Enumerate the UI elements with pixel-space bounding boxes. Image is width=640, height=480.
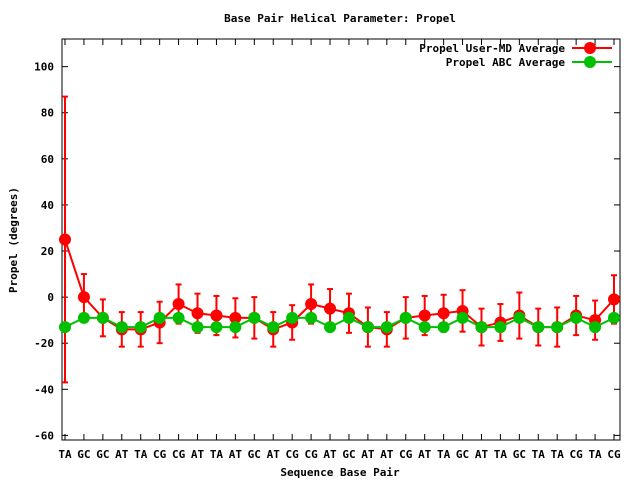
- x-tick-label: GC: [342, 448, 355, 461]
- data-point-user-md: [305, 298, 318, 311]
- data-point-abc: [494, 321, 507, 334]
- y-tick-label: -60: [34, 429, 54, 442]
- y-tick-label: 20: [41, 245, 54, 258]
- x-tick-label: GC: [513, 448, 526, 461]
- data-point-user-md: [210, 309, 223, 322]
- x-axis-label: Sequence Base Pair: [280, 466, 400, 479]
- x-tick-label: CG: [153, 448, 167, 461]
- x-tick-label: GC: [456, 448, 469, 461]
- data-point-abc: [380, 321, 393, 334]
- x-tick-label: AT: [323, 448, 337, 461]
- data-point-abc: [267, 321, 280, 334]
- x-tick-label: GC: [248, 448, 261, 461]
- x-tick-label: AT: [361, 448, 375, 461]
- x-tick-label: CG: [399, 448, 413, 461]
- y-tick-label: -20: [34, 337, 54, 350]
- data-point-abc: [77, 311, 90, 324]
- data-point-abc: [532, 321, 545, 334]
- x-tick-label: TA: [551, 448, 565, 461]
- x-tick-label: TA: [494, 448, 508, 461]
- data-point-abc: [96, 311, 109, 324]
- data-point-abc: [248, 311, 261, 324]
- data-point-user-md: [608, 293, 620, 306]
- y-tick-label: 80: [41, 107, 54, 120]
- y-axis: -60 -40 -20 0 20 40 60 80 100: [34, 61, 620, 442]
- data-point-abc: [286, 311, 299, 324]
- x-tick-label: CG: [286, 448, 300, 461]
- y-tick-label: 0: [47, 291, 54, 304]
- x-tick-label: AT: [418, 448, 432, 461]
- data-point-abc: [570, 311, 583, 324]
- data-point-user-md: [437, 307, 450, 320]
- data-point-user-md: [77, 291, 90, 304]
- y-tick-label: 100: [34, 61, 54, 74]
- legend-marker-user-md: [584, 42, 596, 54]
- data-point-abc: [324, 321, 337, 334]
- data-point-abc: [513, 311, 526, 324]
- x-tick-label: AT: [380, 448, 394, 461]
- x-tick-label: CG: [607, 448, 621, 461]
- series-user-md: [59, 95, 620, 384]
- series-layer: [59, 95, 620, 384]
- y-axis-label: Propel (degrees): [7, 187, 20, 293]
- series-line-user-md: [64, 239, 615, 331]
- x-tick-label: AT: [191, 448, 205, 461]
- data-point-user-md: [59, 233, 71, 246]
- data-point-abc: [608, 311, 620, 324]
- data-point-abc: [115, 321, 128, 334]
- y-tick-label: -40: [34, 383, 54, 396]
- series-abc: [59, 311, 620, 334]
- x-tick-label: CG: [570, 448, 584, 461]
- legend-label-user-md: Propel User-MD Average: [419, 42, 565, 55]
- x-tick-label: GC: [77, 448, 90, 461]
- x-tick-label: TA: [532, 448, 546, 461]
- data-point-abc: [342, 311, 355, 324]
- data-point-abc: [475, 321, 488, 334]
- data-point-abc: [361, 321, 374, 334]
- data-point-abc: [134, 321, 147, 334]
- x-tick-label: TA: [588, 448, 602, 461]
- chart-title: Base Pair Helical Parameter: Propel: [224, 12, 456, 25]
- x-tick-label: AT: [475, 448, 489, 461]
- data-point-abc: [399, 311, 412, 324]
- data-point-abc: [191, 321, 204, 334]
- x-tick-label: AT: [229, 448, 243, 461]
- data-point-abc: [172, 311, 185, 324]
- data-point-abc: [305, 311, 318, 324]
- data-point-abc: [456, 311, 469, 324]
- legend-label-abc: Propel ABC Average: [446, 56, 566, 69]
- x-tick-label: CG: [172, 448, 186, 461]
- data-point-abc: [589, 321, 602, 334]
- data-point-user-md: [324, 302, 337, 315]
- x-tick-label: CG: [304, 448, 318, 461]
- y-tick-label: 60: [41, 153, 54, 166]
- data-point-abc: [551, 321, 564, 334]
- x-tick-label: AT: [267, 448, 281, 461]
- data-point-abc: [153, 311, 166, 324]
- x-tick-label: TA: [210, 448, 224, 461]
- legend-marker-abc: [584, 56, 596, 68]
- data-point-abc: [418, 321, 431, 334]
- data-point-abc: [229, 321, 242, 334]
- x-tick-label: TA: [134, 448, 148, 461]
- x-axis: TA GC GC AT TA CG CG AT TA AT GC AT CG CG AT GC AT AT CG AT…: [58, 39, 621, 461]
- data-point-abc: [437, 321, 450, 334]
- data-point-abc: [59, 321, 71, 334]
- y-tick-label: 40: [41, 199, 54, 212]
- legend: Propel User-MD Average Propel ABC Averag…: [419, 42, 612, 69]
- data-point-user-md: [418, 309, 431, 322]
- data-point-abc: [210, 321, 223, 334]
- data-point-user-md: [191, 307, 204, 320]
- x-tick-label: AT: [115, 448, 129, 461]
- x-tick-label: TA: [437, 448, 451, 461]
- data-point-user-md: [229, 311, 242, 324]
- x-tick-label: GC: [96, 448, 109, 461]
- data-point-user-md: [172, 298, 185, 311]
- plot-frame: [61, 38, 621, 441]
- x-tick-label: TA: [58, 448, 72, 461]
